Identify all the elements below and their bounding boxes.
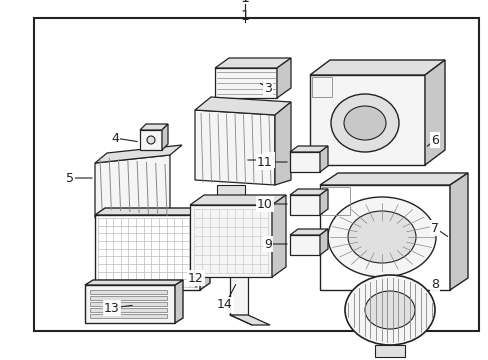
Polygon shape <box>319 173 467 185</box>
Polygon shape <box>90 290 167 294</box>
Circle shape <box>147 136 155 144</box>
Polygon shape <box>215 58 290 68</box>
Polygon shape <box>95 215 200 290</box>
Polygon shape <box>274 102 290 185</box>
Polygon shape <box>200 208 209 290</box>
Polygon shape <box>215 68 276 98</box>
Ellipse shape <box>345 275 434 345</box>
Text: 8: 8 <box>430 279 438 292</box>
Text: 13: 13 <box>104 302 120 315</box>
Polygon shape <box>85 285 175 323</box>
Polygon shape <box>289 195 319 215</box>
Ellipse shape <box>343 106 385 140</box>
Polygon shape <box>229 315 269 325</box>
Text: 3: 3 <box>264 81 271 94</box>
Bar <box>34 18 478 331</box>
Polygon shape <box>276 58 290 98</box>
Ellipse shape <box>330 94 398 152</box>
Text: 14: 14 <box>217 298 232 311</box>
Polygon shape <box>85 280 183 285</box>
Text: 10: 10 <box>257 198 272 211</box>
Ellipse shape <box>347 211 415 263</box>
Polygon shape <box>289 229 327 235</box>
Polygon shape <box>289 235 319 255</box>
Polygon shape <box>95 145 182 163</box>
Ellipse shape <box>364 291 414 329</box>
Text: 4: 4 <box>111 131 119 144</box>
Polygon shape <box>424 60 444 165</box>
Text: 5: 5 <box>66 171 74 184</box>
Polygon shape <box>217 185 244 197</box>
Polygon shape <box>229 250 247 315</box>
Polygon shape <box>90 296 167 300</box>
Polygon shape <box>289 146 327 152</box>
Polygon shape <box>175 280 183 323</box>
Text: 9: 9 <box>264 238 271 251</box>
Polygon shape <box>195 97 290 115</box>
Polygon shape <box>309 60 444 75</box>
Text: 7: 7 <box>430 221 438 234</box>
Polygon shape <box>271 195 285 277</box>
Polygon shape <box>309 75 424 165</box>
Text: 12: 12 <box>188 271 203 284</box>
Polygon shape <box>190 195 285 205</box>
Polygon shape <box>289 189 327 195</box>
Text: 11: 11 <box>257 156 272 168</box>
Polygon shape <box>374 345 404 357</box>
Text: 1: 1 <box>240 0 249 5</box>
Polygon shape <box>449 173 467 290</box>
Polygon shape <box>140 130 162 150</box>
Polygon shape <box>140 124 168 130</box>
Polygon shape <box>90 314 167 318</box>
Polygon shape <box>162 124 168 150</box>
Polygon shape <box>90 308 167 312</box>
Ellipse shape <box>327 197 435 277</box>
Text: 2: 2 <box>265 153 273 166</box>
Polygon shape <box>190 205 271 277</box>
Polygon shape <box>319 189 327 215</box>
Polygon shape <box>95 155 170 218</box>
Polygon shape <box>195 110 274 185</box>
Polygon shape <box>90 302 167 306</box>
Text: 1: 1 <box>240 9 249 23</box>
Polygon shape <box>319 146 327 172</box>
Polygon shape <box>289 152 319 172</box>
Polygon shape <box>95 208 209 215</box>
Text: 6: 6 <box>430 134 438 147</box>
Polygon shape <box>319 229 327 255</box>
